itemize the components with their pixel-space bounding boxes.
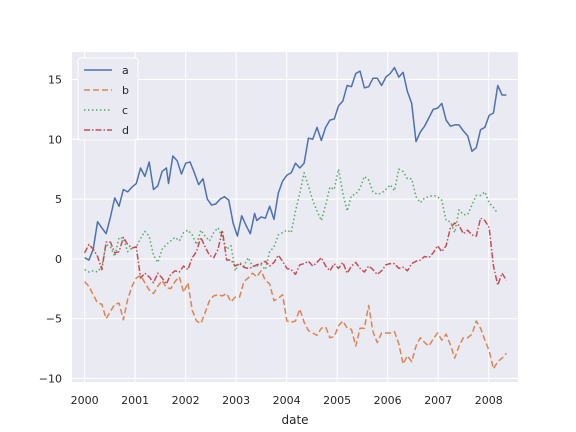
- x-tick-label: 2002: [172, 394, 200, 407]
- x-tick-label: 2007: [424, 394, 452, 407]
- plot-background: [72, 52, 518, 382]
- x-tick-label: 2001: [121, 394, 149, 407]
- legend-label-b: b: [122, 84, 129, 97]
- x-tick-label: 2008: [475, 394, 503, 407]
- x-tick-label: 2003: [222, 394, 250, 407]
- y-tick-label: 5: [55, 193, 62, 206]
- x-axis-label: date: [281, 413, 308, 427]
- x-tick-label: 2005: [323, 394, 351, 407]
- y-tick-label: −5: [46, 313, 62, 326]
- series-line-d: [83, 217, 508, 286]
- legend-label-a: a: [122, 64, 129, 77]
- legend-box: [77, 57, 139, 141]
- y-tick-label: 15: [48, 74, 62, 87]
- y-tick-label: 0: [55, 253, 62, 266]
- gridlines: [72, 52, 518, 382]
- series-layer: [83, 66, 508, 370]
- series-line-b: [84, 270, 507, 370]
- tick-labels: 2000 2001 2002 2003 2004 2005 2006 2007 2008 −10 −…: [39, 74, 503, 408]
- legend-label-d: d: [122, 124, 129, 137]
- legend-label-c: c: [122, 104, 128, 117]
- series-line-a: [84, 66, 507, 261]
- x-tick-label: 2004: [273, 394, 301, 407]
- x-tick-label: 2006: [374, 394, 402, 407]
- y-tick-label: 10: [48, 133, 62, 146]
- y-tick-label: −10: [39, 372, 62, 385]
- x-tick-label: 2000: [71, 394, 99, 407]
